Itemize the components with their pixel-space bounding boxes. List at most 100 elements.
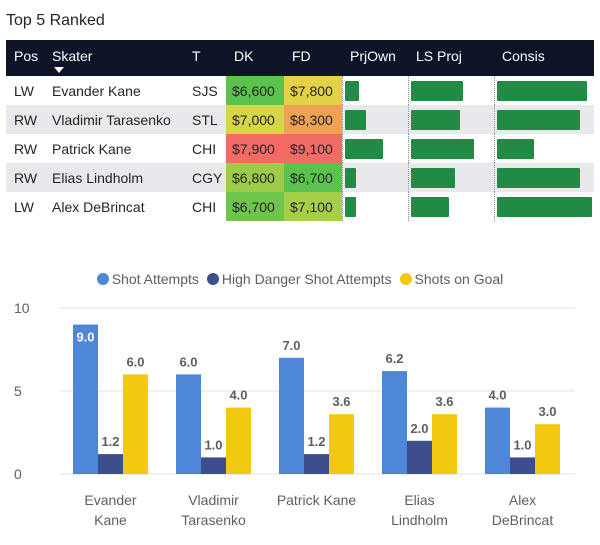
table-row[interactable]: RW Patrick Kane CHI $7,900 $9,100 [6, 134, 594, 163]
cell-team: CHI [192, 140, 217, 157]
cell-dk-salary: $6,600 [226, 76, 284, 105]
legend-label: Shots on Goal [414, 271, 504, 287]
x-category-label: Lindholm [391, 512, 448, 528]
legend-label: Shot Attempts [111, 271, 199, 287]
cell-fd-salary: $7,800 [284, 76, 342, 105]
cell-consis-bar [493, 76, 594, 105]
bar[interactable] [329, 414, 354, 474]
x-category-label: Kane [94, 512, 127, 528]
col-header-consis[interactable]: Consis [494, 40, 594, 76]
cell-dk-salary: $6,800 [226, 163, 284, 192]
chart-legend: Shot Attempts High Danger Shot Attempts Sh… [0, 271, 600, 287]
cell-team: SJS [192, 82, 218, 99]
legend-swatch [96, 273, 109, 285]
bar[interactable] [485, 407, 510, 474]
cell-fd-salary: $7,100 [284, 192, 342, 221]
data-label: 1.0 [513, 437, 531, 452]
legend-item[interactable]: Shot Attempts [96, 271, 199, 287]
data-label: 4.0 [229, 388, 247, 403]
x-category-label: Tarasenko [181, 512, 246, 528]
bar[interactable] [73, 324, 98, 474]
legend-swatch [206, 273, 219, 285]
legend-item[interactable]: Shots on Goal [399, 271, 504, 287]
bar[interactable] [201, 457, 226, 474]
cell-lsproj-bar [407, 76, 494, 105]
cell-consis-bar [493, 163, 594, 192]
cell-pos: RW [6, 163, 44, 192]
col-header-lsproj[interactable]: LS Proj [408, 40, 494, 76]
prjown-data-bar [344, 109, 366, 130]
cell-dk-salary: $6,700 [226, 192, 284, 221]
table-row[interactable]: LW Alex DeBrincat CHI $6,700 $7,100 [6, 192, 594, 221]
cell-fd-salary: $6,700 [284, 163, 342, 192]
cell-team: CGY [184, 163, 226, 192]
consis-data-bar [496, 196, 592, 217]
cell-consis-bar [493, 134, 594, 163]
cell-dk-salary: $7,000 [226, 105, 284, 134]
cell-fd-salary: $9,100 [284, 134, 342, 163]
cell-team: CHI [192, 198, 217, 215]
cell-prjown-bar [341, 76, 408, 105]
col-header-team[interactable]: T [184, 40, 226, 76]
col-header-prjown[interactable]: PrjOwn [342, 40, 408, 76]
data-label: 6.0 [179, 354, 197, 369]
cell-skater: Alex DeBrincat [52, 198, 145, 215]
lsproj-data-bar [410, 138, 474, 159]
cell-pos: RW [14, 140, 38, 157]
y-tick-label: 10 [14, 300, 30, 316]
x-category-label: Alex [509, 492, 536, 508]
bar[interactable] [535, 424, 560, 474]
table-row[interactable]: RW Elias Lindholm CGY $6,800 $6,700 [6, 163, 594, 192]
bar[interactable] [382, 371, 407, 474]
lsproj-data-bar [410, 109, 460, 130]
data-label: 4.0 [488, 388, 506, 403]
table-title: Top 5 Ranked [6, 12, 105, 29]
data-label: 3.6 [332, 394, 350, 409]
col-header-pos[interactable]: Pos [6, 40, 44, 76]
consis-data-bar [496, 109, 580, 130]
table-row[interactable]: RW Vladimir Tarasenko STL $7,000 $8,300 [6, 105, 594, 134]
bar[interactable] [176, 374, 201, 474]
lsproj-data-bar [410, 80, 463, 101]
bar[interactable] [279, 357, 304, 474]
cell-skater: Elias Lindholm [44, 163, 184, 192]
cell-team: STL [184, 105, 226, 134]
data-label: 1.2 [101, 434, 119, 449]
cell-prjown-bar [341, 192, 408, 221]
cell-lsproj-bar [407, 163, 494, 192]
cell-skater: Patrick Kane [52, 140, 132, 157]
bar[interactable] [432, 414, 457, 474]
data-label: 6.0 [126, 354, 144, 369]
col-header-fd[interactable]: FD [284, 40, 342, 76]
cell-prjown-bar [341, 163, 408, 192]
data-label: 2.0 [410, 421, 428, 436]
bar[interactable] [123, 374, 148, 474]
consis-data-bar [496, 167, 580, 188]
x-category-label: DeBrincat [492, 512, 554, 528]
col-header-dk[interactable]: DK [226, 40, 284, 76]
data-label: 9.0 [76, 330, 94, 345]
x-category-label: Patrick Kane [277, 492, 357, 508]
prjown-data-bar [344, 196, 356, 217]
x-category-label: Vladimir [188, 492, 239, 508]
consis-data-bar [496, 138, 534, 159]
table-header-row: Pos Skater T DK FD PrjOwn LS Proj Consis [6, 40, 594, 76]
bar[interactable] [510, 457, 535, 474]
data-label: 7.0 [282, 338, 300, 353]
x-category-label: Evander [84, 492, 136, 508]
sort-descending-icon[interactable] [54, 67, 64, 73]
table-row[interactable]: LW Evander Kane SJS $6,600 $7,800 [6, 76, 594, 105]
col-header-skater-label: Skater [52, 48, 93, 64]
bar[interactable] [226, 407, 251, 474]
data-label: 1.0 [204, 437, 222, 452]
cell-prjown-bar [341, 105, 408, 134]
bar[interactable] [407, 440, 432, 474]
legend-item[interactable]: High Danger Shot Attempts [206, 271, 392, 287]
prjown-data-bar [344, 138, 383, 159]
y-tick-label: 0 [14, 466, 22, 482]
bar[interactable] [304, 454, 329, 474]
cell-pos: LW [14, 198, 34, 215]
col-header-skater[interactable]: Skater [44, 40, 184, 76]
bar[interactable] [98, 454, 123, 474]
data-label: 6.2 [385, 351, 403, 366]
